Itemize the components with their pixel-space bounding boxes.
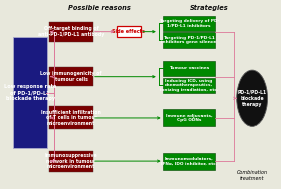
- Text: Off-target binding of
anti-PD-1/PD-L1 antibody: Off-target binding of anti-PD-1/PD-L1 an…: [38, 26, 104, 37]
- FancyBboxPatch shape: [163, 77, 216, 93]
- FancyBboxPatch shape: [163, 61, 216, 76]
- Text: Inducing ICD, using
chemotherapeutics,
ionizing irradiation, etc.: Inducing ICD, using chemotherapeutics, i…: [160, 78, 218, 92]
- FancyBboxPatch shape: [49, 150, 93, 172]
- Text: PD-1/PD-L1
blockade
therapy: PD-1/PD-L1 blockade therapy: [237, 90, 267, 107]
- Text: Strategies: Strategies: [190, 5, 229, 12]
- FancyBboxPatch shape: [49, 67, 93, 86]
- FancyBboxPatch shape: [163, 16, 216, 31]
- Text: Low response rate
of PD-1/PD-L1
blockade therapy: Low response rate of PD-1/PD-L1 blockade…: [4, 84, 56, 101]
- Text: Combination
treatment: Combination treatment: [237, 170, 268, 180]
- Text: Tumour vaccines: Tumour vaccines: [169, 66, 209, 70]
- Text: Possible reasons: Possible reasons: [68, 5, 131, 11]
- Text: Targeting delivery of PD-
1/PD-L1 inhibitors: Targeting delivery of PD- 1/PD-L1 inhibi…: [159, 19, 219, 28]
- FancyBboxPatch shape: [49, 106, 93, 129]
- Text: Side effects: Side effects: [112, 29, 145, 34]
- Text: Immune adjuvants,
CpG ODNs: Immune adjuvants, CpG ODNs: [166, 114, 212, 122]
- Text: Immunomodulators,
IFNα, IDO inhibitor, etc.: Immunomodulators, IFNα, IDO inhibitor, e…: [161, 157, 217, 165]
- FancyBboxPatch shape: [163, 109, 216, 126]
- Text: Immunosuppressive
network in tumour
microenvironment: Immunosuppressive network in tumour micr…: [45, 153, 98, 169]
- FancyBboxPatch shape: [49, 22, 93, 42]
- FancyBboxPatch shape: [13, 37, 47, 148]
- FancyBboxPatch shape: [163, 33, 216, 48]
- Text: Low immunogenicity of
tumour cells: Low immunogenicity of tumour cells: [40, 71, 102, 82]
- FancyBboxPatch shape: [163, 153, 216, 170]
- Ellipse shape: [237, 70, 268, 126]
- Text: Insufficient infiltration
of T cells in tumour
microenvironment: Insufficient infiltration of T cells in …: [41, 110, 101, 126]
- Text: Targeting PD-1/PD-L1
inhibitors gene silence: Targeting PD-1/PD-L1 inhibitors gene sil…: [162, 36, 217, 44]
- FancyBboxPatch shape: [117, 26, 141, 37]
